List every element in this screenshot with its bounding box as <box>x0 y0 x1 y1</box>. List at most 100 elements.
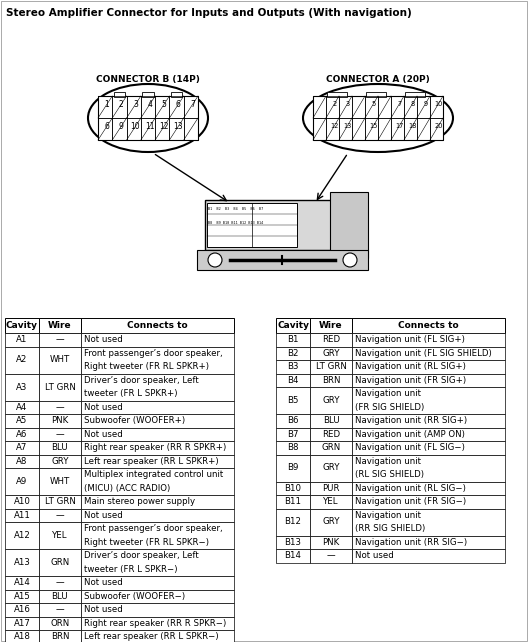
Bar <box>81 318 234 333</box>
Bar <box>81 508 234 522</box>
Text: A16: A16 <box>14 605 31 614</box>
Bar <box>197 250 368 270</box>
Bar <box>310 535 352 549</box>
Text: Subwoofer (WOOFER−): Subwoofer (WOOFER−) <box>84 592 185 601</box>
Bar <box>406 92 425 97</box>
Bar <box>276 549 310 562</box>
Text: B14: B14 <box>285 551 301 560</box>
Text: Navigation unit (FL SIG SHIELD): Navigation unit (FL SIG SHIELD) <box>355 349 492 358</box>
Bar <box>352 549 505 562</box>
Bar <box>276 441 310 455</box>
Text: —: — <box>55 605 64 614</box>
Text: 2: 2 <box>333 101 337 107</box>
Text: (MICU) (ACC RADIO): (MICU) (ACC RADIO) <box>84 484 170 493</box>
Bar <box>391 96 404 118</box>
Text: Wire: Wire <box>48 321 72 330</box>
Text: GRY: GRY <box>322 396 340 405</box>
Bar <box>98 118 112 140</box>
Bar <box>127 118 141 140</box>
Text: Not used: Not used <box>84 605 122 614</box>
Text: Not used: Not used <box>84 511 122 520</box>
Bar <box>352 495 505 508</box>
Text: 5: 5 <box>372 101 376 107</box>
Bar <box>5 414 39 428</box>
Bar <box>207 203 297 247</box>
Text: A18: A18 <box>14 632 31 641</box>
Bar <box>81 347 234 374</box>
Text: tweeter (FR L SPKR−): tweeter (FR L SPKR−) <box>84 565 177 574</box>
Bar <box>205 200 360 250</box>
Text: Multiplex integrated control unit: Multiplex integrated control unit <box>84 470 223 479</box>
Text: GRY: GRY <box>322 517 340 526</box>
Text: Left rear speaker (RR L SPKR+): Left rear speaker (RR L SPKR+) <box>84 456 219 465</box>
Text: B1: B1 <box>287 335 299 344</box>
Bar <box>112 118 127 140</box>
Text: A10: A10 <box>14 498 31 507</box>
Bar <box>39 455 81 468</box>
Bar <box>39 603 81 616</box>
Bar <box>352 318 505 333</box>
Bar <box>276 360 310 374</box>
Text: 9: 9 <box>119 122 124 131</box>
Text: 2: 2 <box>119 100 124 109</box>
Text: A3: A3 <box>16 383 27 392</box>
Text: 10: 10 <box>435 101 443 107</box>
Bar <box>81 549 234 576</box>
Text: Subwoofer (WOOFER+): Subwoofer (WOOFER+) <box>84 416 185 425</box>
Text: Navigation unit: Navigation unit <box>355 456 421 465</box>
Bar <box>81 333 234 347</box>
Bar <box>352 482 505 495</box>
Bar <box>352 428 505 441</box>
Text: Navigation unit (FR SIG+): Navigation unit (FR SIG+) <box>355 376 466 385</box>
Bar <box>171 92 182 97</box>
Text: Connects to: Connects to <box>398 321 459 330</box>
Text: RED: RED <box>322 335 340 344</box>
Text: Right rear speaker (RR R SPKR−): Right rear speaker (RR R SPKR−) <box>84 619 227 628</box>
Bar <box>184 118 198 140</box>
Bar <box>5 616 39 630</box>
Text: A11: A11 <box>14 511 31 520</box>
Bar <box>313 96 326 118</box>
Text: B12: B12 <box>285 517 301 526</box>
Bar <box>81 374 234 401</box>
Bar <box>5 508 39 522</box>
Bar <box>81 414 234 428</box>
Text: ORN: ORN <box>50 619 70 628</box>
Bar <box>352 441 505 455</box>
Bar <box>276 495 310 508</box>
Text: A9: A9 <box>16 477 27 486</box>
Text: 12: 12 <box>331 123 339 128</box>
Bar <box>276 333 310 347</box>
Text: WHT: WHT <box>50 356 70 365</box>
Text: Navigation unit: Navigation unit <box>355 389 421 398</box>
Text: 18: 18 <box>409 123 417 128</box>
Text: B11: B11 <box>285 498 301 507</box>
Bar <box>5 522 39 549</box>
Text: B5: B5 <box>287 396 299 405</box>
Text: LT GRN: LT GRN <box>316 362 346 371</box>
Text: 13: 13 <box>344 123 352 128</box>
Text: Navigation unit: Navigation unit <box>355 511 421 520</box>
Bar <box>5 318 39 333</box>
Text: 20: 20 <box>435 123 443 128</box>
Text: Driver’s door speaker, Left: Driver’s door speaker, Left <box>84 551 199 560</box>
Bar <box>39 468 81 495</box>
Circle shape <box>208 253 222 267</box>
Bar <box>276 508 310 535</box>
Bar <box>310 428 352 441</box>
Circle shape <box>343 253 357 267</box>
Bar <box>39 347 81 374</box>
Text: B10: B10 <box>285 484 301 493</box>
Text: Driver’s door speaker, Left: Driver’s door speaker, Left <box>84 376 199 385</box>
Bar <box>39 414 81 428</box>
Text: tweeter (FR L SPKR+): tweeter (FR L SPKR+) <box>84 389 177 398</box>
Bar <box>5 347 39 374</box>
Text: Navigation unit (AMP ON): Navigation unit (AMP ON) <box>355 429 465 438</box>
Bar <box>310 347 352 360</box>
Bar <box>276 535 310 549</box>
Bar <box>404 96 417 118</box>
Bar <box>184 96 198 118</box>
Bar <box>98 96 112 118</box>
Text: Cavity: Cavity <box>6 321 38 330</box>
Bar <box>81 522 234 549</box>
